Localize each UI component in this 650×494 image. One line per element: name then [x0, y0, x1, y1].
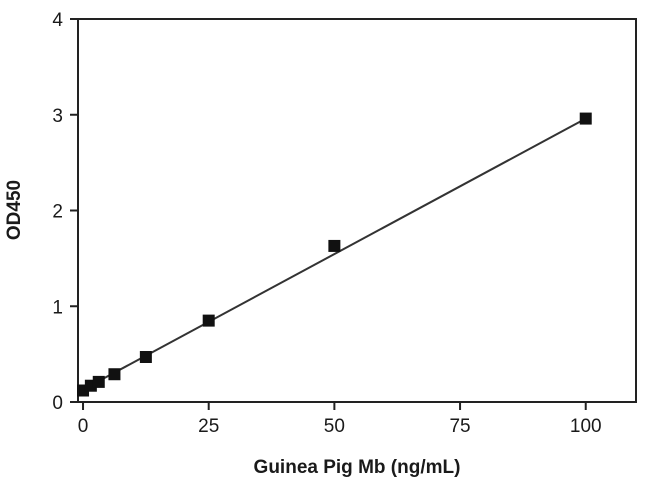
x-tick-label: 25 [198, 416, 219, 437]
y-tick-label: 2 [52, 202, 63, 223]
x-tick-label: 50 [324, 416, 345, 437]
x-tick-label: 100 [570, 416, 602, 437]
y-axis-title: OD450 [4, 180, 25, 240]
data-point [139, 350, 152, 363]
y-axis: 0 1 2 3 4 [52, 10, 78, 414]
data-point [579, 112, 592, 125]
x-tick-label: 75 [449, 416, 470, 437]
data-points [77, 112, 592, 397]
data-point [202, 314, 215, 327]
x-axis: 0 25 50 75 100 [78, 402, 602, 437]
data-point [108, 368, 121, 381]
y-tick-label: 4 [52, 10, 63, 31]
plot-frame [77, 18, 637, 403]
fit-line [82, 117, 587, 391]
data-point [328, 239, 341, 252]
x-axis-title: Guinea Pig Mb (ng/mL) [254, 457, 461, 478]
y-tick-label: 0 [52, 393, 63, 414]
y-tick-label: 1 [52, 297, 63, 318]
y-tick-label: 3 [52, 106, 63, 127]
data-point [92, 375, 105, 388]
x-tick-label: 0 [78, 416, 89, 437]
